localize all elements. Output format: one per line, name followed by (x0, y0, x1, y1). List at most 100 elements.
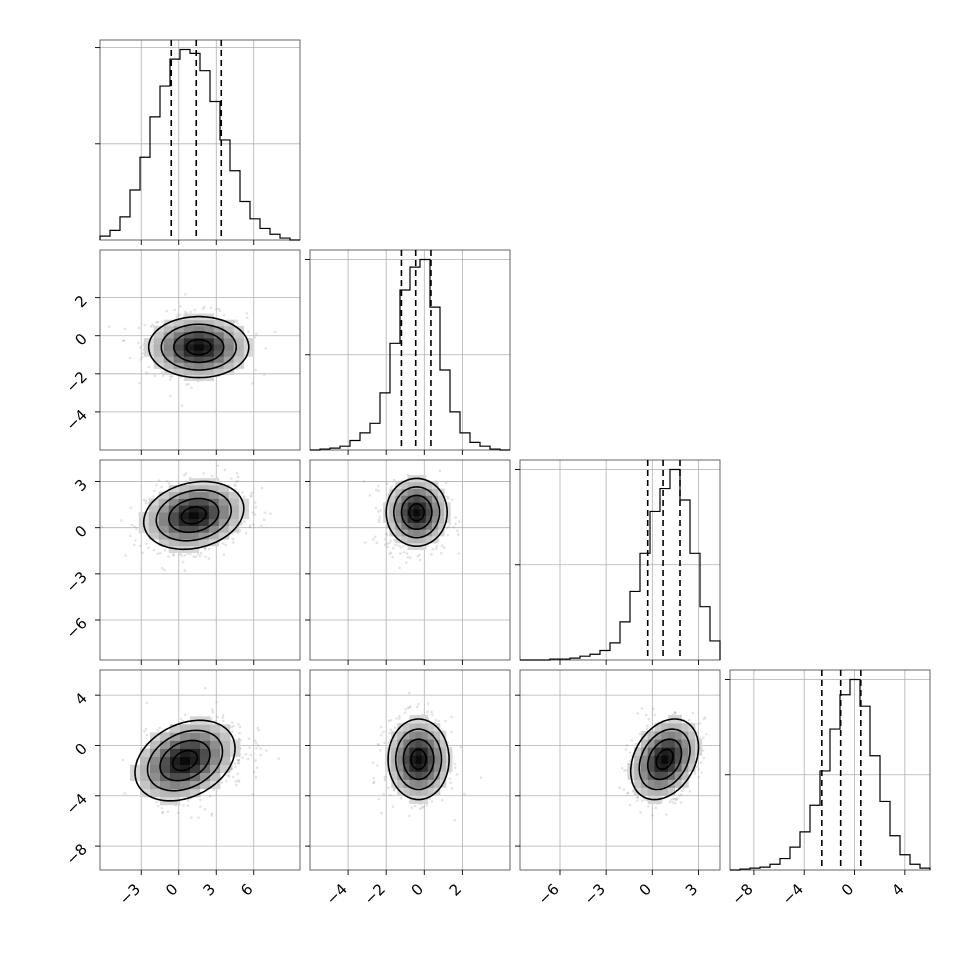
density-bin (403, 747, 410, 756)
sample-point (143, 323, 146, 327)
density-bin (640, 755, 649, 764)
density-bin (220, 740, 231, 749)
sample-point (203, 546, 207, 550)
sample-point (696, 722, 699, 726)
density-bin (634, 771, 642, 780)
density-bin (427, 787, 435, 796)
sample-point (371, 538, 375, 541)
sample-point (688, 789, 692, 793)
density-bin (431, 508, 439, 517)
sample-point (198, 554, 202, 558)
density-bin (654, 771, 662, 780)
density-bin (163, 344, 175, 351)
density-bin (190, 788, 201, 798)
density-bin (640, 771, 649, 780)
contour-line (185, 338, 212, 356)
sample-point (421, 805, 425, 809)
sample-point (260, 486, 264, 490)
density-bin (198, 532, 210, 540)
density-bin (654, 731, 662, 740)
density-bin (444, 515, 451, 523)
density-bin (183, 338, 195, 345)
density-bin (228, 491, 240, 499)
density-bin (421, 739, 429, 748)
density-bin (168, 498, 180, 506)
density-bin (218, 491, 230, 499)
density-bin (427, 771, 435, 780)
sample-point (251, 382, 254, 385)
density-bin (395, 515, 402, 523)
sample-point (167, 555, 170, 558)
density-bin (419, 529, 427, 537)
sample-point (383, 776, 387, 780)
sample-point (452, 525, 455, 529)
sample-point (259, 753, 262, 757)
sample-point (388, 793, 392, 797)
sample-point (640, 799, 644, 802)
y-ticklabel: −8 (62, 840, 90, 868)
density-bin (223, 362, 235, 369)
density-bin (158, 505, 170, 513)
sample-point (145, 733, 149, 737)
y-ticklabel: −4 (62, 790, 90, 818)
sample-point (399, 552, 402, 555)
density-bin (160, 756, 171, 765)
density-bin (193, 368, 205, 375)
contour-line (142, 480, 245, 551)
density-bin (213, 350, 225, 357)
sample-point (199, 551, 203, 555)
density-bin (148, 532, 160, 540)
density-bin (403, 739, 410, 748)
density-bin (178, 484, 190, 493)
sample-point (437, 719, 441, 723)
x-ticklabel: 0 (162, 880, 181, 899)
density-bin (223, 325, 235, 333)
sample-point (379, 749, 382, 752)
sample-point (438, 469, 442, 473)
sample-point (675, 797, 679, 800)
sample-point (163, 549, 167, 552)
density-bin (193, 331, 205, 339)
sample-point (247, 330, 250, 334)
sample-point (404, 708, 407, 711)
sample-point (252, 770, 256, 774)
sample-point (254, 505, 258, 509)
density-bin (413, 502, 421, 510)
sample-point (236, 772, 239, 776)
sample-point (651, 813, 654, 817)
sample-point (160, 370, 164, 374)
density-bin (203, 374, 215, 382)
sample-point (393, 726, 397, 729)
density-bin (661, 723, 669, 732)
sample-point (391, 805, 395, 809)
density-bin (654, 787, 662, 796)
density-bin (634, 779, 642, 788)
sample-point (172, 553, 175, 556)
sample-point (224, 779, 228, 783)
sample-point (409, 705, 412, 708)
sample-point (453, 766, 457, 770)
density-bin (168, 518, 180, 526)
sample-point (401, 544, 405, 548)
density-bin (647, 739, 655, 748)
panel-frame (729, 669, 931, 871)
density-bin (158, 539, 170, 547)
density-bin (688, 739, 696, 748)
sample-point (254, 501, 257, 504)
density-bin (188, 491, 200, 499)
density-bin (188, 545, 200, 554)
density-bin (640, 739, 649, 748)
sample-point (251, 523, 255, 527)
density-bin (218, 484, 230, 493)
sample-point (204, 687, 207, 690)
x-ticklabel: −3 (581, 880, 609, 908)
sample-point (448, 771, 452, 774)
sample-point (186, 799, 190, 802)
sample-point (202, 471, 206, 475)
sample-point (392, 787, 396, 791)
sample-point (223, 468, 227, 472)
sample-point (680, 789, 684, 793)
density-bin (668, 731, 676, 740)
density-bin (640, 747, 649, 756)
density-bin (190, 772, 201, 782)
